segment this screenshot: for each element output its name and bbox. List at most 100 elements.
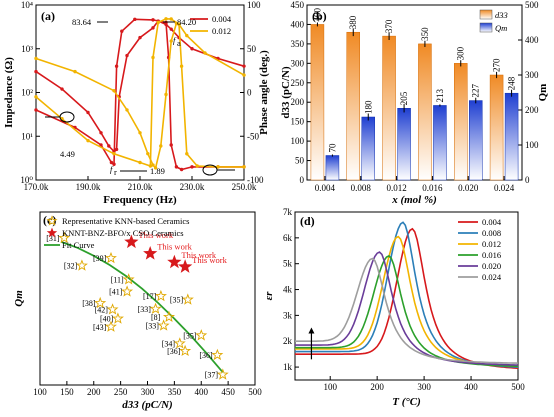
panel-a-point: [112, 152, 116, 156]
panel-a-point: [169, 39, 173, 43]
panel-a-point: [185, 33, 189, 38]
panel-a-xtick-label: 170.0k: [24, 182, 49, 192]
panel-b-data-label: 205: [399, 91, 409, 105]
panel-d-ytick-label: 4k: [283, 285, 293, 295]
panel-c-reference-star: [195, 329, 208, 341]
panel-b-bar-qm: [325, 155, 340, 181]
panel-b-y2tick-label: 500: [525, 0, 539, 10]
panel-c-this-work-label: This work: [157, 242, 192, 252]
panel-a-point: [169, 143, 173, 147]
panel-d-frame: [294, 211, 519, 381]
panel-c-reference-label: [33]: [138, 305, 152, 314]
panel-c-reference-star: [106, 303, 119, 315]
panel-a-point: [156, 20, 160, 25]
panel-d-ytick-label: 6k: [283, 233, 293, 243]
panel-c-reference-label: [41]: [109, 288, 123, 297]
panel-a-series-phase-0.012: [35, 17, 244, 168]
panel-b-xtick-label: 0.020: [458, 183, 479, 193]
panel-c-reference-label: [43]: [93, 323, 107, 332]
panel-d-xtick-label: 100: [323, 382, 337, 392]
panel-c-fit-curve: [61, 241, 224, 373]
panel-c-xlabel: d33 (pC/N): [122, 399, 172, 411]
panel-b-data-label: 70: [327, 143, 337, 153]
panel-a-ytick-label: 10⁴: [21, 0, 33, 10]
panel-d-legend-text: 0.008: [482, 228, 501, 238]
panel-a-xtick-label: 250.0k: [232, 182, 257, 192]
panel-a-ylabel: Impedance (Ω): [3, 57, 15, 128]
panel-a-point: [195, 164, 199, 168]
panel-b-xtick-label: 0.024: [494, 183, 515, 193]
panel-a-point: [216, 165, 220, 169]
panel-a-point: [242, 64, 246, 68]
panel-b-bar-qm: [504, 92, 519, 181]
panel-d-xtick-label: 300: [417, 382, 431, 392]
panel-c-xtick-label: 450: [221, 387, 235, 397]
panel-a-annotation-min1: 4.49: [60, 149, 75, 159]
panel-b-legend-swatch: [479, 9, 493, 20]
panel-b-xtick-label: 0.004: [315, 183, 336, 193]
panel-b-y2tick-label: 300: [525, 70, 539, 80]
panel-d-xtick-label: 200: [370, 382, 384, 392]
panel-c-xtick-label: 500: [248, 387, 262, 397]
panel-b-ytick-label: 150: [291, 117, 305, 127]
panel-c-reference-star: [76, 259, 88, 271]
panel-a-point: [86, 138, 90, 143]
panel-a-point: [99, 143, 103, 147]
panel-a-point: [138, 160, 142, 165]
panel-a-point: [138, 35, 142, 40]
panel-c-reference-label: [40]: [100, 315, 114, 324]
panel-a-point: [114, 147, 119, 152]
panel-a-point: [179, 167, 184, 172]
panel-c-reference-label: [8]: [151, 313, 161, 322]
panel-d-ytick-label: 3k: [283, 310, 293, 320]
panel-a-xtick-label: 230.0k: [180, 182, 205, 192]
panel-b-legend-text: Qm: [495, 23, 507, 33]
panel-c-reference-star: [111, 312, 124, 324]
panel-a-y2label: Phase angle (deg.): [258, 50, 270, 135]
panel-b-xlabel: x (mol %): [391, 194, 437, 206]
panel-c-reference-star: [154, 289, 167, 302]
panel-b-y2tick-label: 100: [525, 140, 539, 150]
panel-b-bar-d33: [418, 43, 432, 181]
panel-c-ylabel: Qm: [13, 290, 25, 307]
panel-b-y2tick-label: 400: [525, 35, 539, 45]
panel-b-label: (b): [312, 9, 327, 23]
panel-a-xtick-label: 210.0k: [128, 182, 153, 192]
panel-c-reference-star: [179, 344, 192, 357]
panel-b-data-label: 300: [456, 46, 466, 60]
panel-a-point: [34, 56, 38, 61]
panel-c-xtick-label: 400: [195, 387, 209, 397]
panel-c-xtick-label: 100: [33, 387, 47, 397]
panel-c-reference-label: [32]: [64, 262, 78, 271]
panel-a-point: [174, 165, 179, 169]
panel-b-frame: [306, 4, 523, 181]
panel-a-point: [125, 53, 129, 58]
panel-d-ytick-label: 1k: [283, 362, 293, 372]
panel-d-series-0.024: [295, 257, 519, 364]
panel-b-legend-text: d33: [495, 10, 508, 20]
panel-a-ytick-label: 10⁰: [20, 175, 33, 185]
panel-a-point: [133, 17, 137, 22]
panel-a-annotation-peak1: 83.64: [72, 17, 92, 27]
panel-c-reference-label: [35]: [170, 296, 184, 305]
panel-c-reference-star: [181, 293, 194, 305]
panel-c-this-work-star: [178, 259, 193, 273]
panel-a-ytick-label: 10³: [21, 44, 33, 54]
panel-b-bar-d33: [454, 63, 468, 181]
panel-b-data-label: 350: [420, 27, 430, 41]
panel-a-point: [151, 55, 155, 60]
panel-d-legend-text: 0.004: [482, 217, 502, 227]
panel-c-reference-label: [34]: [162, 339, 176, 348]
panel-b-y2label: Qm: [537, 84, 549, 102]
panel-a-point: [164, 92, 168, 97]
panel-a-point: [125, 108, 129, 112]
panel-d-series-0.020: [295, 251, 518, 366]
panel-a-point: [151, 26, 155, 30]
panel-a-point: [120, 29, 124, 33]
panel-a-annotation-min2: 1.89: [150, 166, 165, 176]
panel-c-reference-label: [36]: [167, 347, 181, 356]
panel-a-point: [34, 69, 38, 74]
panel-a-point: [112, 88, 116, 93]
panel-a-point: [146, 151, 150, 156]
